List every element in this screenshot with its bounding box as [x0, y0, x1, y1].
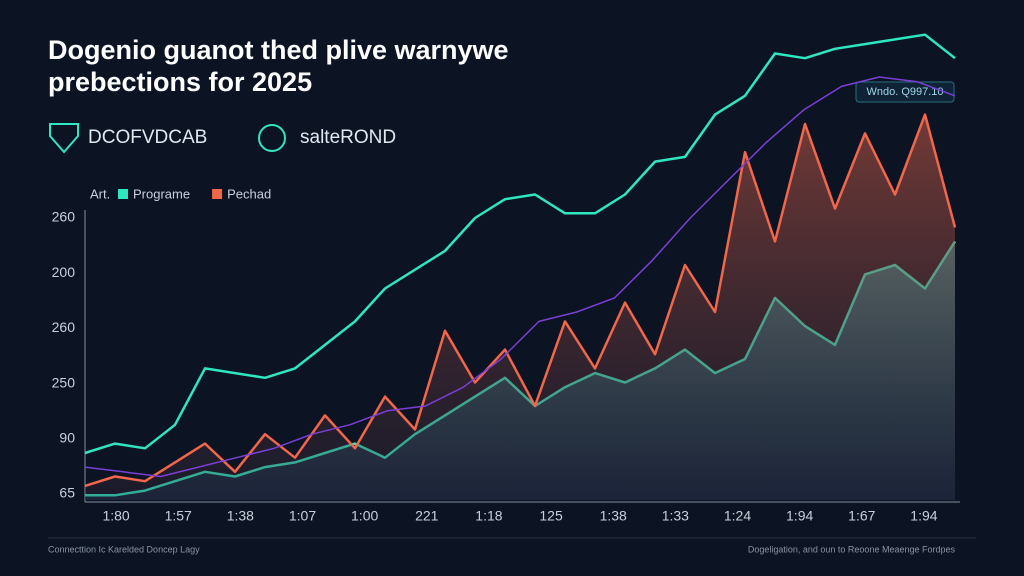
legend-swatch — [118, 189, 128, 199]
legend-label: Programe — [133, 186, 190, 201]
logo-icon — [258, 124, 286, 152]
x-tick-label: 1:67 — [848, 508, 875, 524]
series-line — [84, 113, 957, 488]
x-tick-label: 1:80 — [102, 508, 129, 524]
y-tick-label: 65 — [59, 485, 75, 501]
x-tick-label: 1:94 — [910, 508, 937, 524]
legend-title: Art. — [90, 186, 110, 201]
x-tick-label: 1:24 — [724, 508, 751, 524]
x-tick-label: 1:00 — [351, 508, 378, 524]
logo-text: salteROND — [300, 127, 396, 148]
legend-label: Pechad — [227, 186, 271, 201]
logo-icon — [49, 123, 79, 154]
x-tick-label: 1:07 — [289, 508, 316, 524]
y-tick-label: 250 — [52, 374, 76, 390]
title: Dogenio guanot thed plive warnywe — [48, 35, 509, 65]
series-line — [84, 76, 956, 478]
y-tick-label: 260 — [52, 209, 76, 225]
x-tick-label: 1:57 — [165, 508, 192, 524]
footer-text: Dogeligation, and oun to Reoone Meaenge … — [748, 544, 956, 554]
area — [85, 114, 955, 500]
badge-text: Wndo. Q997.10 — [866, 86, 943, 98]
series-line — [84, 33, 956, 455]
x-tick-label: 221 — [415, 508, 439, 524]
logo-text: DCOFVDCAB — [88, 127, 207, 148]
x-tick-label: 1:18 — [475, 508, 502, 524]
y-tick-label: 90 — [59, 430, 75, 446]
x-tick-label: 1:38 — [227, 508, 254, 524]
x-tick-label: 125 — [539, 508, 563, 524]
y-tick-label: 260 — [52, 319, 76, 335]
legend-swatch — [212, 189, 223, 199]
y-tick-label: 200 — [52, 264, 76, 280]
footer-text: Connecttion Ic Karelded Doncep Lagy — [48, 544, 200, 554]
x-tick-label: 1:38 — [600, 508, 627, 524]
x-tick-label: 1:94 — [786, 508, 813, 524]
title: prebections for 2025 — [48, 67, 312, 97]
x-tick-label: 1:33 — [662, 508, 689, 524]
